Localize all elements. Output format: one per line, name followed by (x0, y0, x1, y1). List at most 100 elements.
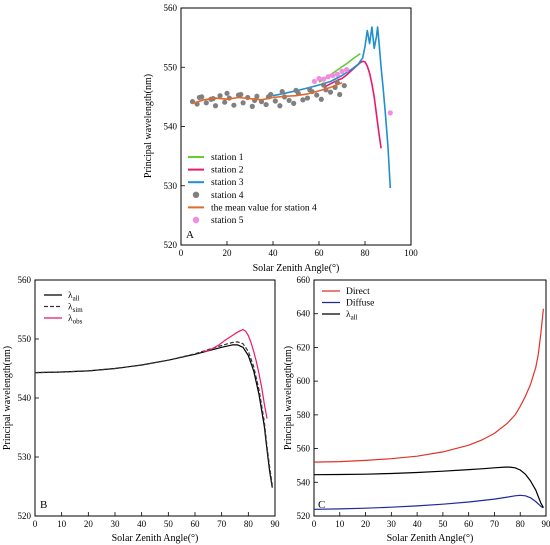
panel-c-legend-item-1-label: Diffuse (346, 298, 374, 309)
panel-a-series-station-4-point (279, 88, 285, 95)
panel-b-xtick-label: 30 (111, 519, 121, 529)
panel-a-xtick-label: 100 (404, 248, 418, 258)
panel-a-series-station-4-point (231, 102, 237, 108)
panel-a-series-station-5-point (387, 110, 393, 116)
panel-c-xtick-label: 80 (516, 519, 526, 529)
panel-c-xtick-label: 20 (361, 519, 371, 529)
panel-a-ytick-label: 520 (164, 240, 178, 250)
panel-a-series-station-5-point (344, 67, 350, 73)
panel-a-series-station-4-point (222, 99, 228, 105)
panel-a-series-station-4-point (254, 93, 260, 99)
panel-c-legend-item-2: λall (322, 310, 358, 322)
panel-a-legend-item-1-label: station 2 (211, 166, 244, 176)
panel-a-series-station-4-point (307, 87, 313, 93)
panel-a-legend-item-4: the mean value for station 4 (188, 202, 317, 213)
panel-a-series-station-4-point (249, 103, 255, 109)
panel-a-legend: station 1 station 2 station 3 station 4the … (188, 153, 317, 226)
panel-a-legend-item-2-label: station 3 (211, 178, 244, 188)
panel-b-series--obs-line (202, 329, 268, 419)
panel-c-xtick-label: 30 (387, 519, 397, 529)
panel-a-legend-item-0-label: station 1 (211, 153, 244, 163)
panel-a-series-station-4-point (318, 96, 324, 102)
panel-b-xtick-label: 50 (164, 519, 174, 529)
panel-b-ylabel: Principal wavelength(nm) (2, 346, 13, 450)
panel-a-legend-item-3-label: station 4 (211, 191, 244, 201)
panel-a-series-station-4-point (272, 98, 278, 104)
panel-a-series-station-4-point (224, 90, 230, 96)
panel-a-series-station-4-point (304, 95, 311, 101)
panel-b-xtick-label: 70 (217, 519, 227, 529)
panel-c-series--all-line (313, 466, 544, 508)
panel-b-ytick-label: 540 (18, 393, 32, 403)
panel-a-legend-item-5-marker (192, 216, 200, 224)
panel-a-series-station-5-point (339, 68, 345, 74)
panel-b-xtick-label: 0 (33, 519, 38, 529)
panel-c-ytick-label: 620 (297, 342, 311, 352)
panel-a-legend-item-3: station 4 (192, 191, 244, 201)
panel-a-series-station-4-point (240, 100, 246, 106)
panel-c-ytick-label: 580 (297, 410, 311, 420)
panel-c-xlabel: Solar Zenith Angle(°) (387, 533, 474, 544)
panel-c-frame (313, 279, 547, 517)
panel-a-series-station-4-point (277, 103, 283, 109)
panel-a-series-station-4-point (212, 103, 219, 109)
panel-a-series-station-5-point (325, 74, 331, 80)
panel-c-legend-item-0: Direct (322, 287, 370, 297)
panel-a-series-station-4-point (337, 91, 343, 98)
panel-c-xtick-label: 10 (335, 519, 345, 529)
panel-b-xtick-label: 60 (191, 519, 201, 529)
panel-a-legend-item-5-label: station 5 (211, 216, 244, 226)
panel-a-legend-item-3-marker (192, 191, 200, 198)
panel-b-xlabel: Solar Zenith Angle(°) (112, 533, 199, 544)
panel-b-ytick-label: 550 (18, 334, 32, 344)
panel-a-ylabel: Principal wavelength(nm) (143, 74, 154, 178)
panel-a-series-station-4-point (286, 97, 292, 104)
panel-b-legend-item-2: λobs (44, 314, 83, 326)
panel-c-ytick-label: 600 (297, 376, 311, 386)
panel-a-series-station-4-point (196, 94, 202, 101)
panel-b-letter: B (40, 499, 47, 511)
panel-a-series-station-4-point (341, 83, 347, 89)
panel-a-ytick-label: 530 (164, 181, 178, 191)
panel-a-xtick-label: 60 (315, 248, 325, 258)
panel-a-series-station-4-point (300, 97, 306, 103)
panel-c-series-direct-line (313, 308, 544, 463)
panel-a-series-station-4-point (314, 92, 320, 98)
panel-c-ytick-label: 520 (297, 511, 311, 521)
panel-b-xtick-label: 80 (244, 519, 254, 529)
panel-a-series-station-5-point (330, 72, 336, 79)
panel-b-series--sim-line (34, 341, 273, 486)
panel-c-ytick-label: 660 (297, 275, 311, 285)
panel-a-series-station-4-point (238, 91, 244, 98)
panel-c-xtick-label: 60 (464, 519, 474, 529)
panel-c-legend-item-2-label: λall (346, 310, 358, 322)
panel-c-ytick-label: 640 (297, 309, 311, 319)
panel-c: 0 10 20 30 40 50 60 70 80 90 520 540 560 580 600 620 640… (283, 275, 550, 544)
panel-a-legend-item-1: station 2 (188, 166, 244, 176)
panel-a-legend-item-0: station 1 (188, 153, 244, 163)
panel-b-xtick-label: 10 (57, 519, 67, 529)
panel-c-ytick-label: 560 (297, 444, 311, 454)
panel-a-series-station-4-point (293, 87, 299, 93)
panel-c-xtick-label: 0 (312, 519, 317, 529)
panel-c-legend-item-0-label: Direct (346, 287, 370, 297)
panel-b-ytick-label: 530 (18, 452, 32, 462)
panel-c-letter: C (318, 499, 325, 511)
panel-a-legend-item-5: station 5 (192, 216, 244, 226)
panel-a-legend-item-2: station 3 (188, 178, 244, 188)
panel-c-legend-item-1: Diffuse (322, 298, 374, 309)
panel-c-ytick-label: 540 (297, 477, 311, 487)
panel-a-series-station-4-point (327, 89, 334, 95)
panel-a-xtick-label: 20 (223, 248, 233, 258)
panel-c-series-diffuse-line (313, 494, 544, 510)
panel-b-legend-item-0-label: λall (68, 291, 80, 303)
panel-b-xtick-label: 40 (137, 519, 147, 529)
panel-a-ytick-label: 560 (164, 3, 178, 13)
panel-a-series-station-3-line (272, 26, 392, 189)
panel-b-legend-item-1: λsim (44, 303, 83, 314)
panel-a-series-station-4-point (263, 101, 269, 108)
panel-a-series-station-4 (189, 80, 347, 109)
